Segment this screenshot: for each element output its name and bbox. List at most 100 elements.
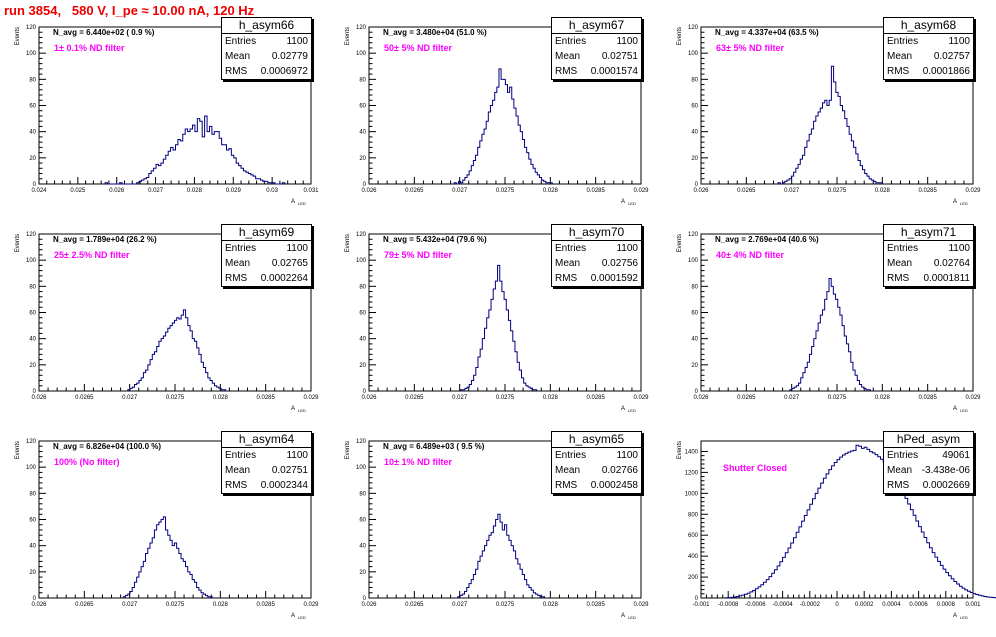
stats-box: h_asym64 Entries 1100 Mean 0.02751 RMS 0.00023… [221, 431, 312, 494]
stats-row-entries: Entries 1100 [222, 448, 311, 463]
x-tick-label: 0.029 [303, 602, 319, 608]
n-avg-text: N_avg = 6.489e+03 ( 9.5 %) [383, 442, 485, 451]
stats-row-rms: RMS 0.0002344 [222, 478, 311, 493]
x-tick-label: 0.027 [148, 188, 164, 194]
y-tick-label: 60 [359, 311, 366, 317]
x-tick-label: 0.029 [633, 188, 649, 194]
y-tick-label: 20 [29, 363, 36, 369]
y-tick-label: 80 [359, 77, 366, 83]
stats-row-entries: Entries 1100 [552, 34, 641, 49]
stats-entries-label: Entries [555, 450, 587, 461]
histogram-svg: 0 200 400 600 800 1000 1200 1400 -0.001 -0.0008 -0… [677, 440, 996, 620]
x-axis-label: A [291, 199, 295, 205]
histogram-svg: 0 20 40 60 80 100 120 0.024 0.025 0.026 0.027 0.028… [15, 25, 319, 206]
y-tick-label: 120 [688, 232, 699, 238]
stats-mean-label: Mean [887, 258, 913, 269]
histogram-svg: 0 20 40 60 80 100 120 0.026 0.0265 0.027 0.0275 0.0… [345, 25, 649, 206]
x-tick-label: 0.028 [543, 395, 559, 401]
x-tick-label: 0.0265 [75, 602, 94, 608]
stats-row-mean: Mean 0.02757 [884, 49, 973, 64]
x-tick-label: 0.0265 [405, 602, 424, 608]
stats-entries-label: Entries [555, 243, 587, 254]
x-tick-label: 0.0275 [496, 602, 515, 608]
y-axis-label: Events [345, 234, 351, 252]
x-tick-label: 0.0265 [737, 188, 756, 194]
stats-row-entries: Entries 1100 [552, 241, 641, 256]
stats-rms-value: 0.0001811 [923, 273, 970, 284]
stats-row-entries: Entries 1100 [884, 241, 973, 256]
y-tick-label: 40 [29, 130, 36, 136]
x-axis-label-subscript: LED [628, 408, 636, 413]
x-tick-label: 0.026 [31, 395, 47, 401]
stats-mean-label: Mean [887, 51, 913, 62]
x-tick-label: 0.0275 [828, 395, 847, 401]
x-axis-label: A [953, 199, 957, 205]
stats-entries-value: 49061 [942, 450, 970, 461]
histogram-name: h_asym71 [884, 225, 973, 241]
histogram-name: h_asym70 [552, 225, 641, 241]
y-tick-label: 100 [356, 51, 367, 57]
x-tick-label: 0.0265 [405, 395, 424, 401]
y-tick-label: 120 [26, 439, 37, 445]
y-tick-label: 0 [33, 389, 37, 395]
filter-annotation: 40± 4% ND filter [716, 250, 784, 260]
y-axis-label: Events [677, 441, 683, 459]
stats-mean-value: 0.02751 [601, 51, 638, 62]
stats-rms-label: RMS [225, 480, 248, 491]
x-tick-label: 0.026 [109, 188, 125, 194]
stats-entries-label: Entries [887, 450, 919, 461]
n-avg-text: N_avg = 5.432e+04 (79.6 %) [383, 235, 487, 244]
stats-row-mean: Mean 0.02765 [222, 256, 311, 271]
x-axis-label-subscript: LED [628, 201, 636, 206]
x-tick-label: 0.0275 [166, 395, 185, 401]
histogram-series-line [724, 444, 996, 599]
stats-rms-value: 0.0006972 [260, 66, 308, 77]
histogram-series-line [127, 309, 227, 391]
y-tick-label: 100 [688, 258, 699, 264]
stats-rms-value: 0.0001866 [922, 66, 970, 77]
filter-annotation: 100% (No filter) [54, 457, 120, 467]
y-tick-label: 0 [695, 182, 699, 188]
stats-box: h_asym67 Entries 1100 Mean 0.02751 RMS 0.00015… [551, 17, 642, 80]
y-tick-label: 1200 [685, 470, 699, 476]
y-tick-label: 100 [356, 465, 367, 471]
stats-entries-value: 1100 [616, 36, 638, 47]
stats-row-entries: Entries 49061 [884, 448, 973, 463]
n-avg-text: N_avg = 6.826e+04 (100.0 %) [53, 442, 161, 451]
stats-row-rms: RMS 0.0001592 [552, 271, 641, 286]
x-tick-label: 0.027 [452, 395, 468, 401]
y-tick-label: 80 [691, 77, 698, 83]
histogram-svg: 0 20 40 60 80 100 120 0.026 0.0265 0.027 0.0275 0.0… [15, 232, 319, 413]
histogram-panel-h_asym70: 0 20 40 60 80 100 120 0.026 0.0265 0.027 0.0275 0.0… [340, 224, 668, 430]
x-tick-label: 0.0008 [937, 602, 956, 608]
x-tick-label: 0.0275 [828, 188, 847, 194]
stats-mean-label: Mean [555, 465, 581, 476]
x-axis-label: A [621, 199, 625, 205]
y-tick-label: 0 [33, 182, 37, 188]
stats-row-mean: Mean 0.02756 [552, 256, 641, 271]
stats-row-entries: Entries 1100 [552, 448, 641, 463]
x-tick-label: 0.0285 [918, 395, 937, 401]
histogram-name: h_asym67 [552, 18, 641, 34]
y-tick-label: 60 [29, 104, 36, 110]
histogram-panel-h_asym67: 0 20 40 60 80 100 120 0.026 0.0265 0.027 0.0275 0.0… [340, 17, 668, 223]
stats-row-rms: RMS 0.0002458 [552, 478, 641, 493]
histogram-panel-h_asym66: 0 20 40 60 80 100 120 0.024 0.025 0.026 0.027 0.028… [10, 17, 338, 223]
histogram-name: h_asym68 [884, 18, 973, 34]
histogram-panel-hPed_asym: 0 200 400 600 800 1000 1200 1400 -0.001 -0.0008 -0… [672, 431, 996, 637]
x-tick-label: 0.031 [303, 188, 319, 194]
x-axis-label-subscript: LED [960, 615, 968, 620]
x-tick-label: 0.027 [122, 395, 138, 401]
stats-box: h_asym65 Entries 1100 Mean 0.02766 RMS 0.00024… [551, 431, 642, 494]
x-tick-label: -0.001 [692, 602, 710, 608]
y-tick-label: 20 [359, 570, 366, 576]
y-tick-label: 120 [356, 232, 367, 238]
histogram-panel-h_asym64: 0 20 40 60 80 100 120 0.026 0.0265 0.027 0.0275 0.0… [10, 431, 338, 637]
stats-entries-label: Entries [887, 36, 919, 47]
x-tick-label: 0.029 [633, 395, 649, 401]
stats-rms-label: RMS [555, 66, 578, 77]
y-tick-label: 20 [359, 156, 366, 162]
y-axis-label: Events [677, 234, 683, 252]
x-tick-label: 0.03 [266, 188, 278, 194]
y-axis-label: Events [677, 27, 683, 45]
